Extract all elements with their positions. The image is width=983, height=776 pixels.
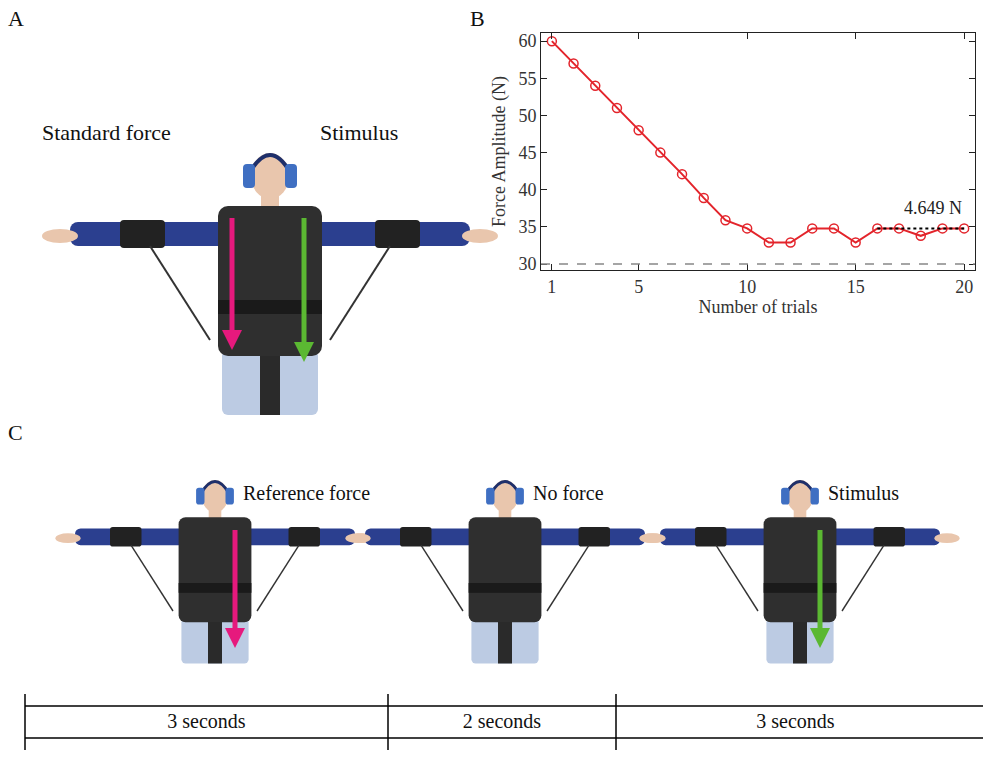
svg-text:4.649 N: 4.649 N xyxy=(904,198,962,218)
svg-text:40: 40 xyxy=(518,180,536,200)
svg-text:15: 15 xyxy=(847,277,865,297)
svg-text:Reference force: Reference force xyxy=(243,482,370,504)
svg-text:1: 1 xyxy=(547,277,556,297)
svg-text:Force Amplitude (N): Force Amplitude (N) xyxy=(489,76,510,227)
svg-text:3 seconds: 3 seconds xyxy=(167,710,246,732)
svg-text:45: 45 xyxy=(518,143,536,163)
svg-text:35: 35 xyxy=(518,217,536,237)
svg-text:A: A xyxy=(8,6,24,31)
svg-text:Stimulus: Stimulus xyxy=(828,482,899,504)
svg-text:B: B xyxy=(470,6,485,31)
svg-text:20: 20 xyxy=(955,277,973,297)
svg-text:3 seconds: 3 seconds xyxy=(756,710,835,732)
svg-text:Number of trials: Number of trials xyxy=(699,297,818,317)
svg-text:2 seconds: 2 seconds xyxy=(463,710,542,732)
svg-text:50: 50 xyxy=(518,106,536,126)
svg-text:55: 55 xyxy=(518,69,536,89)
svg-text:Standard force: Standard force xyxy=(42,120,171,145)
svg-text:No force: No force xyxy=(533,482,604,504)
svg-text:Stimulus: Stimulus xyxy=(320,120,398,145)
svg-text:C: C xyxy=(8,420,23,445)
svg-text:30: 30 xyxy=(518,254,536,274)
svg-text:10: 10 xyxy=(738,277,756,297)
svg-text:5: 5 xyxy=(634,277,643,297)
svg-text:60: 60 xyxy=(518,31,536,51)
